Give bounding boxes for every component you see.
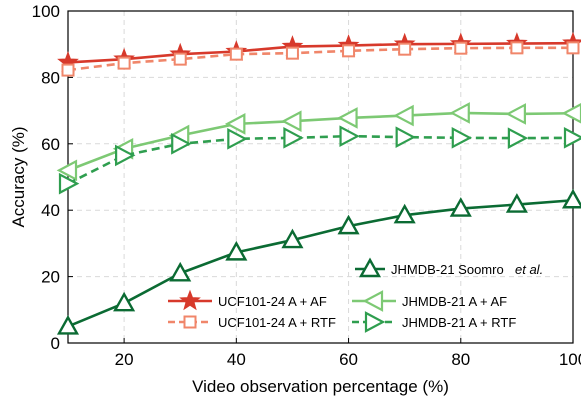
data-point [454,41,468,55]
legend-label: UCF101-24 A + RTF [218,315,336,330]
legend-label: JHMDB-21 A + AF [402,294,507,309]
data-point [563,126,581,149]
data-point [173,52,187,66]
y-tick-label: 100 [32,2,60,21]
legend-entry: JHMDB-21 A + RTF [352,311,516,333]
legend-marker [362,290,384,312]
data-point [113,291,136,312]
legend-marker [358,257,382,278]
data-point [505,103,526,125]
legend-entry: JHMDB-21 Soomro et al. [355,257,543,278]
plot-frame [67,10,574,344]
series-line [67,134,574,185]
x-tick-label: 40 [227,350,246,369]
data-point [451,126,473,149]
data-point [224,113,246,135]
x-axis: 20 40 60 80 100 [115,338,581,369]
y-tick-label: 0 [51,334,60,353]
data-point [393,203,416,224]
y-axis: 0 20 40 60 80 100 [32,2,73,353]
x-tick-label: 20 [115,350,134,369]
series-5 [56,188,581,335]
legend-label-suffix: et al. [515,262,543,277]
series-2 [61,41,580,77]
data-point [56,314,80,335]
y-axis-label: Accuracy (%) [9,126,28,227]
legend-entry: UCF101-24 A + AF [168,289,327,311]
data-point [61,63,75,77]
y-tick-label: 40 [41,201,60,220]
series-4 [58,125,581,195]
y-tick-label: 20 [41,268,60,287]
legend-entry: UCF101-24 A + RTF [168,315,336,330]
legend-marker [179,289,201,311]
data-point [171,132,192,155]
series-line [67,46,573,72]
y-tick-label: 80 [41,68,60,87]
legend: JHMDB-21 Soomro et al. UCF101-24 A + AF JHM… [168,257,543,333]
data-point [398,42,412,56]
data-point [449,197,472,217]
data-point [561,103,581,124]
series-line [67,198,574,328]
data-point [337,107,358,129]
data-point [339,125,360,147]
data-point [285,46,299,60]
data-point [342,44,356,58]
x-tick-label: 100 [559,350,581,369]
data-point [505,193,528,213]
x-tick-label: 80 [451,350,470,369]
data-point [117,56,131,70]
data-point [281,110,302,133]
data-point [561,188,581,209]
x-tick-label: 60 [339,350,358,369]
data-point [225,240,248,261]
legend-entry: JHMDB-21 A + AF [352,290,507,312]
y-tick-label: 60 [41,135,60,154]
data-point [393,104,414,127]
data-point [229,47,243,61]
legend-marker [364,311,386,333]
series-line [67,111,574,172]
data-point [56,159,78,182]
data-point [337,214,360,235]
legend-label: UCF101-24 A + AF [218,294,327,309]
data-point [507,127,529,149]
series-group [56,31,581,335]
data-point [566,41,580,55]
data-point [449,102,470,124]
data-point [395,126,417,148]
data-point [115,144,136,167]
legend-label: JHMDB-21 A + RTF [402,315,516,330]
data-point [283,126,304,149]
data-point [227,127,248,150]
data-point [169,261,192,282]
series-3 [56,102,581,182]
data-point [281,228,304,249]
x-axis-label: Video observation percentage (%) [192,377,449,396]
data-point [58,172,80,195]
legend-label: JHMDB-21 Soomro [391,262,504,277]
legend-marker [183,315,197,329]
data-point [510,41,524,55]
series-line [67,41,574,64]
